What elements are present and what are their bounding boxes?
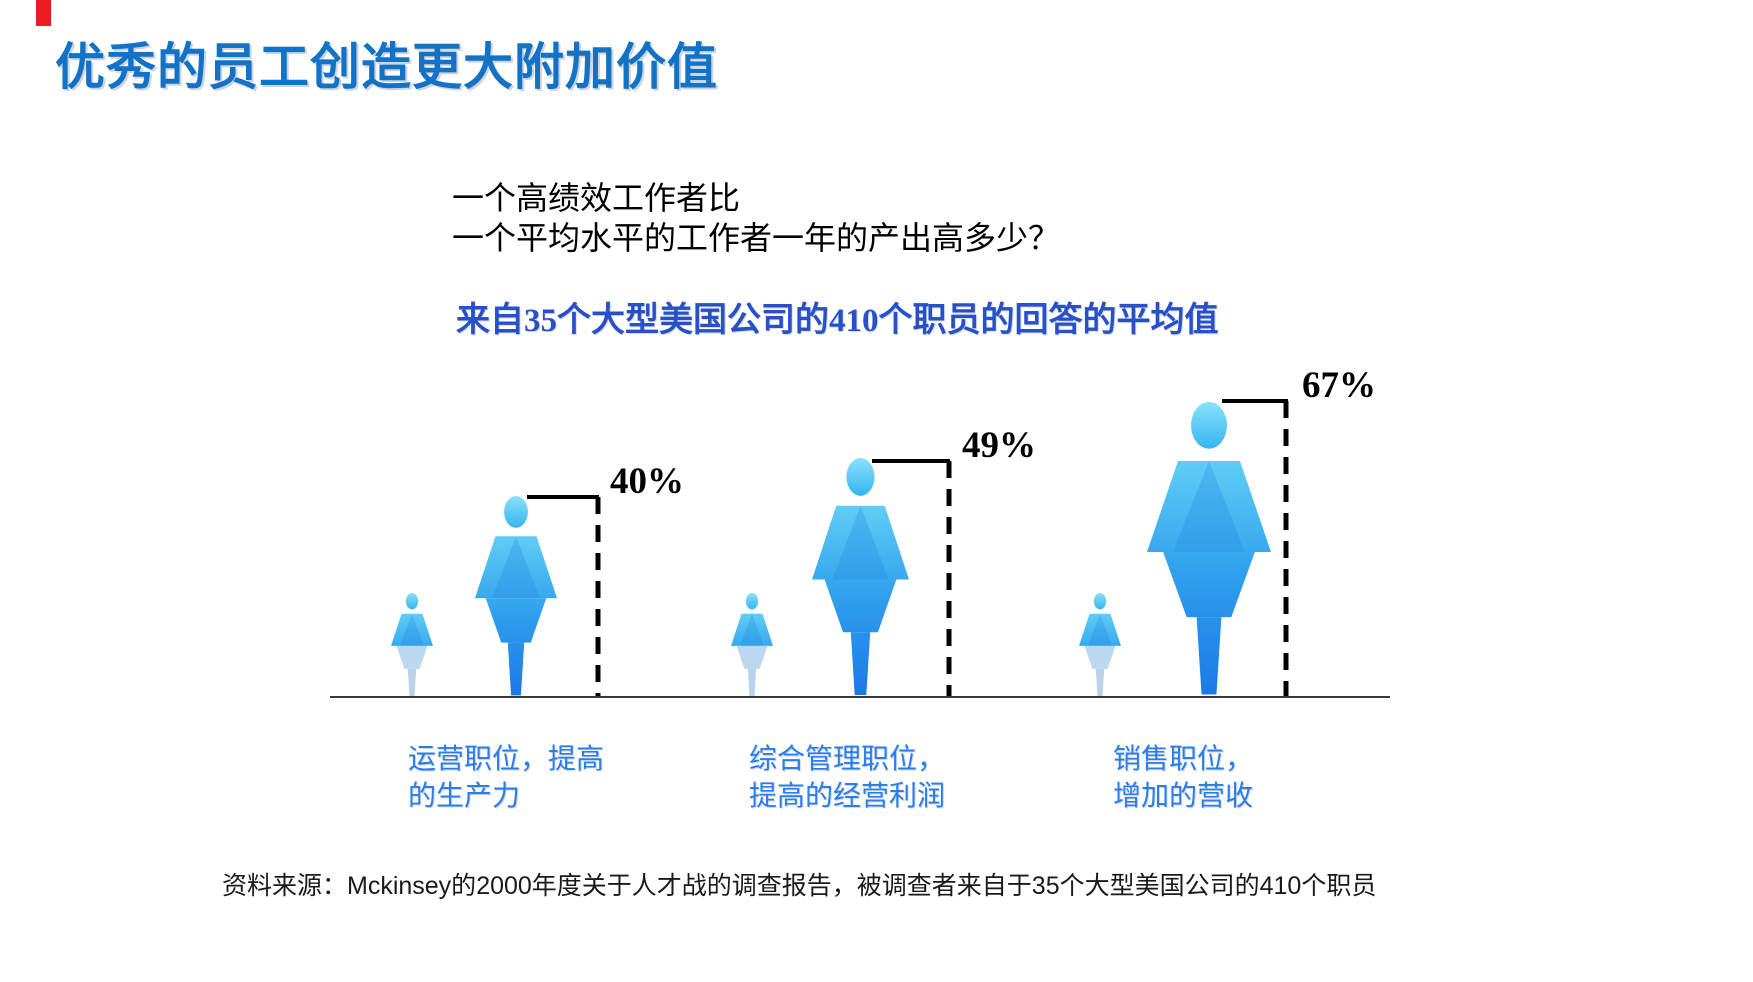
high-performer-figure-1: [475, 496, 557, 696]
category-label-3: 销售职位， 增加的营收: [1113, 740, 1253, 814]
question-line-1: 一个高绩效工作者比: [452, 180, 741, 216]
category-label-2-line2: 提高的经营利润: [749, 780, 946, 811]
subtitle-num: 35: [524, 303, 557, 339]
high-performer-figure-3: [1147, 402, 1271, 695]
measure-bracket-3: [1222, 399, 1288, 403]
average-worker-figure-3: [1079, 593, 1121, 697]
source-note: 资料来源：Mckinsey的2000年度关于人才战的调查报告，被调查者来自于35…: [222, 872, 1377, 900]
dashed-line-1: [594, 497, 602, 697]
average-worker-figure-1: [391, 593, 433, 697]
category-label-3-line1: 销售职位，: [1113, 743, 1254, 774]
chart-baseline: [330, 696, 1390, 698]
high-performer-figure-2: [812, 458, 909, 696]
category-label-1-line1: 运营职位，提高: [408, 743, 605, 774]
question-text: 一个高绩效工作者比 一个平均水平的工作者一年的产出高多少？: [452, 178, 1060, 258]
dashed-line-2: [945, 461, 953, 697]
subtitle-seg: 个职员的回答的平均值: [878, 301, 1219, 339]
value-label-2: 49%: [962, 425, 1036, 466]
chart-subtitle: 来自35个大型美国公司的410个职员的回答的平均值: [456, 300, 1219, 341]
subtitle-num: 410: [829, 303, 879, 339]
category-label-2: 综合管理职位， 提高的经营利润: [749, 740, 945, 814]
measure-bracket-2: [872, 459, 950, 463]
category-label-2-line1: 综合管理职位，: [749, 743, 946, 774]
value-label-3: 67%: [1302, 365, 1376, 406]
average-worker-figure-2: [731, 593, 773, 697]
category-label-3-line2: 增加的营收: [1113, 780, 1254, 811]
red-accent-bar: [36, 0, 51, 26]
question-line-2: 一个平均水平的工作者一年的产出高多少？: [452, 220, 1061, 256]
value-label-1: 40%: [610, 461, 684, 502]
dashed-line-3: [1282, 401, 1290, 697]
category-label-1-line2: 的生产力: [408, 780, 521, 811]
subtitle-seg: 来自: [456, 301, 524, 339]
category-label-1: 运营职位，提高 的生产力: [408, 740, 604, 814]
subtitle-seg: 个大型美国公司的: [557, 301, 829, 339]
measure-bracket-1: [527, 495, 599, 499]
page-title: 优秀的员工创造更大附加价值: [55, 39, 718, 95]
